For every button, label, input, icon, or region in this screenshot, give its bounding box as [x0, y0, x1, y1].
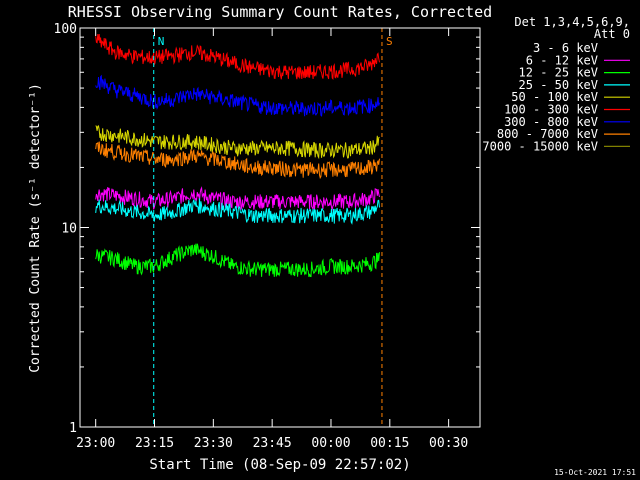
legend-label-4: 50 - 100 keV: [511, 90, 598, 104]
y-ticks: 1 10 100: [54, 22, 480, 436]
series-line-6: [95, 74, 380, 117]
x-tick-label-0: 23:00: [76, 436, 115, 451]
series-line-1: [95, 186, 380, 211]
legend-label-0: 3 - 6 keV: [533, 41, 598, 55]
series-line-4: [95, 125, 380, 160]
series-line-5: [95, 33, 380, 80]
footer-timestamp: 15-Oct-2021 17:51: [554, 468, 636, 477]
y-tick-label-1: 10: [61, 222, 77, 237]
legend-label-7: 800 - 7000 keV: [497, 127, 598, 141]
legend-label-1: 6 - 12 keV: [526, 53, 598, 67]
legend-label-6: 300 - 800 keV: [504, 115, 598, 129]
legend-label-8: 7000 - 15000 keV: [482, 139, 598, 153]
legend-label-3: 25 - 50 keV: [519, 78, 598, 92]
x-tick-label-1: 23:15: [135, 436, 174, 451]
y-tick-label-0: 1: [69, 421, 77, 436]
x-tick-label-6: 00:30: [429, 436, 468, 451]
legend-title: Det 1,3,4,5,6,9,: [514, 15, 630, 29]
legend-label-5: 100 - 300 keV: [504, 103, 598, 117]
series-layer: [95, 33, 380, 278]
marker-label-1: S: [386, 35, 393, 48]
y-tick-label-2: 100: [54, 22, 77, 37]
x-tick-label-5: 00:15: [370, 436, 409, 451]
chart-title: RHESSI Observing Summary Count Rates, Co…: [68, 3, 492, 21]
legend-label-2: 12 - 25 keV: [519, 66, 598, 80]
series-line-3: [95, 198, 380, 225]
x-axis-label: Start Time (08-Sep-09 22:57:02): [149, 457, 410, 473]
x-tick-label-2: 23:30: [194, 436, 233, 451]
x-ticks: 23:00 23:15 23:30 23:45 00:00 00:15 00:30: [76, 28, 468, 451]
x-tick-label-3: 23:45: [253, 436, 292, 451]
series-line-2: [95, 243, 380, 278]
marker-label-0: N: [158, 35, 165, 48]
legend-subtitle: Att 0: [594, 27, 630, 41]
series-line-0: [95, 213, 380, 242]
y-axis-label: Corrected Count Rate (s⁻¹ detector⁻¹): [28, 83, 43, 373]
series-line-7: [95, 141, 380, 180]
x-tick-label-4: 00:00: [311, 436, 350, 451]
